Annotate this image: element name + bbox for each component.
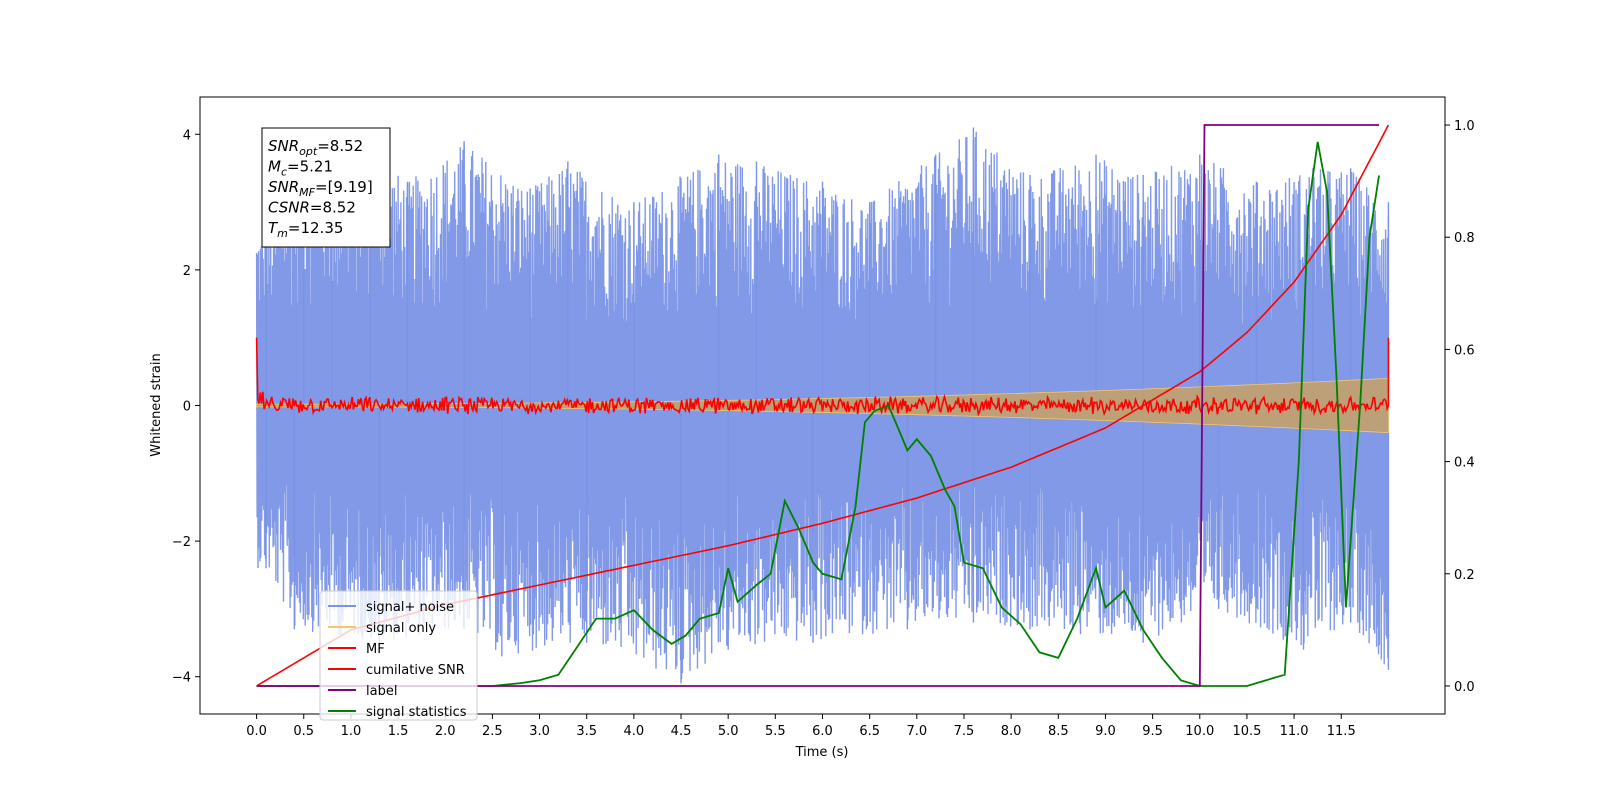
y-axis-right: 1.0 0.8 0.6 0.4 0.2 0.0	[1445, 119, 1475, 695]
legend-label: MF	[366, 642, 385, 657]
x-axis-label: Time (s)	[795, 745, 849, 760]
legend-label: label	[366, 684, 397, 699]
y2-tick-label: 0.8	[1454, 231, 1475, 246]
y-tick-label: 4	[183, 128, 191, 143]
matched-filter-series	[255, 337, 1390, 417]
x-tick-label: 11.5	[1327, 724, 1356, 739]
y-axis-label: Whitened strain	[149, 353, 164, 456]
label-line	[256, 124, 1379, 687]
x-tick-label: 2.5	[482, 724, 503, 739]
y2-tick-label: 0.2	[1454, 568, 1475, 583]
x-tick-label: 2.0	[435, 724, 456, 739]
legend-label: signal+ noise	[366, 600, 454, 615]
x-tick-label: 7.0	[906, 724, 927, 739]
x-tick-label: 7.5	[954, 724, 975, 739]
y2-tick-label: 0.4	[1454, 456, 1475, 471]
y2-tick-label: 1.0	[1454, 119, 1475, 134]
x-tick-label: 4.5	[671, 724, 692, 739]
y2-tick-label: 0.0	[1454, 680, 1475, 695]
legend: signal+ noise signal only MF cumilative SNR…	[319, 590, 478, 721]
x-tick-label: 8.5	[1048, 724, 1069, 739]
x-axis: 0.0 0.5 1.0 1.5 2.0 2.5 3.0 3.5 4.0 4.5 5.0 5.5 6.0 6…	[246, 714, 1356, 739]
legend-label: signal statistics	[366, 705, 467, 720]
x-tick-label: 11.0	[1280, 724, 1309, 739]
matched-filter-line	[255, 337, 1390, 417]
plot-area	[255, 124, 1390, 687]
x-tick-label: 8.0	[1001, 724, 1022, 739]
y-tick-label: −2	[172, 535, 191, 550]
y-tick-label: 2	[183, 264, 191, 279]
x-tick-label: 9.5	[1142, 724, 1163, 739]
x-tick-label: 3.0	[529, 724, 550, 739]
annotation-line: SNRMF=[9.19]	[268, 178, 373, 199]
x-tick-label: 6.5	[859, 724, 880, 739]
annotation-line: CSNR=8.52	[268, 199, 356, 217]
x-tick-label: 3.5	[576, 724, 597, 739]
annotation-line: SNRopt=8.52	[268, 137, 363, 158]
y2-tick-label: 0.6	[1454, 343, 1475, 358]
x-tick-label: 10.0	[1185, 724, 1214, 739]
x-tick-label: 10.5	[1232, 724, 1261, 739]
x-tick-label: 9.0	[1095, 724, 1116, 739]
x-tick-label: 0.0	[246, 724, 267, 739]
annotation-line: Tm=12.35	[268, 219, 343, 240]
annotation-line: Mc=5.21	[268, 158, 333, 179]
y-tick-label: 0	[183, 400, 191, 415]
signal-statistics-line	[256, 141, 1380, 687]
x-tick-label: 1.5	[388, 724, 409, 739]
y-axis-left: 4 2 0 −2 −4	[172, 128, 200, 686]
x-tick-label: 0.5	[293, 724, 314, 739]
x-tick-label: 4.0	[624, 724, 645, 739]
annotation-frame	[261, 127, 391, 248]
x-tick-label: 5.5	[765, 724, 786, 739]
signal-plus-noise-series	[255, 127, 1390, 684]
x-tick-label: 5.0	[718, 724, 739, 739]
y-tick-label: −4	[172, 671, 191, 686]
x-tick-label: 6.0	[812, 724, 833, 739]
x-tick-label: 1.0	[341, 724, 362, 739]
legend-label: cumilative SNR	[366, 663, 465, 678]
legend-frame	[319, 590, 478, 721]
legend-label: signal only	[366, 621, 436, 636]
